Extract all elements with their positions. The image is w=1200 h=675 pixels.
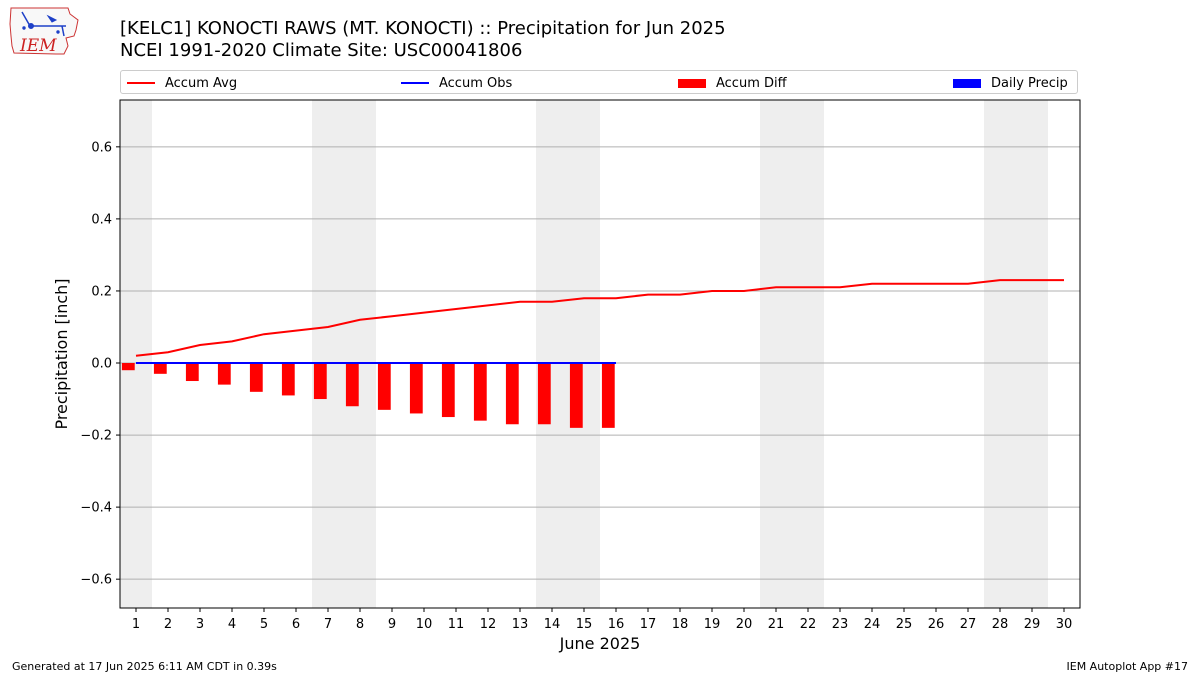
weekend-shade-day-15	[568, 100, 600, 608]
accum-avg-line	[135, 279, 1064, 357]
legend-swatch-accum-avg	[127, 82, 155, 84]
app-credit: IEM Autoplot App #17	[1066, 660, 1189, 673]
weekend-shade-day-21	[760, 100, 792, 608]
legend-swatch-daily-precip	[953, 78, 981, 88]
accum-diff-bar	[249, 363, 263, 392]
weekend-shade-day-8	[344, 100, 376, 608]
x-tick-label: 18	[672, 617, 689, 632]
accum-diff-bar	[281, 363, 295, 396]
legend-label-accum-diff: Accum Diff	[716, 75, 787, 91]
x-axis-label: June 2025	[559, 634, 641, 653]
x-tick-label: 11	[448, 617, 465, 632]
accum-diff-bar	[409, 363, 423, 414]
weekend-shade-day-14	[536, 100, 568, 608]
series-lines	[135, 279, 1064, 364]
x-tick-label: 19	[704, 617, 721, 632]
legend-item-daily-precip: Daily Precip	[953, 71, 1068, 95]
weather-station-icon	[21, 11, 66, 37]
accum-diff-bar	[377, 363, 391, 410]
y-tick-label: 0.4	[91, 212, 112, 227]
legend-label-accum-avg: Accum Avg	[165, 75, 238, 91]
y-axis-label: Precipitation [inch]	[52, 278, 71, 429]
weekend-shade-day-28	[984, 100, 1016, 608]
accum-diff-bar	[153, 363, 167, 374]
x-tick-label: 29	[1024, 617, 1041, 632]
x-tick-label: 21	[768, 617, 785, 632]
iem-logo: IEM	[9, 7, 79, 56]
accum-diff-bar	[217, 363, 231, 385]
weekend-shading	[120, 100, 1048, 608]
accum-diff-bar	[537, 363, 551, 425]
accum-diff-bars	[121, 363, 615, 428]
plot-frame	[119, 99, 1081, 609]
accum-diff-bar	[121, 363, 135, 371]
legend-item-accum-avg: Accum Avg	[127, 71, 237, 95]
x-tick-label: 10	[416, 617, 433, 632]
weekend-shade-day-7	[312, 100, 344, 608]
legend-swatch-accum-diff	[678, 78, 706, 88]
y-tick-label: −0.4	[80, 501, 112, 516]
legend-swatch-accum-obs	[401, 82, 429, 84]
accum-diff-bar	[345, 363, 359, 407]
x-tick-label: 27	[960, 617, 977, 632]
chart-legend: Accum Avg Accum Obs Accum Diff Daily Pre…	[120, 70, 1078, 94]
chart-title: [KELC1] KONOCTI RAWS (MT. KONOCTI) :: Pr…	[120, 18, 726, 39]
accum-diff-bar	[601, 363, 615, 428]
x-tick-label: 25	[896, 617, 913, 632]
legend-label-accum-obs: Accum Obs	[439, 75, 513, 91]
accum-diff-bar	[505, 363, 519, 425]
accum-diff-bar	[569, 363, 583, 428]
x-tick-label: 7	[324, 617, 332, 632]
x-tick-label: 17	[640, 617, 657, 632]
x-tick-label: 28	[992, 617, 1009, 632]
y-tick-label: −0.6	[80, 573, 112, 588]
x-tick-label: 12	[480, 617, 497, 632]
x-tick-label: 26	[928, 617, 945, 632]
accum-diff-bar	[313, 363, 327, 400]
x-tick-label: 20	[736, 617, 753, 632]
x-tick-label: 30	[1056, 617, 1073, 632]
x-tick-label: 4	[228, 617, 236, 632]
legend-item-accum-obs: Accum Obs	[401, 71, 512, 95]
chart-subtitle: NCEI 1991-2020 Climate Site: USC00041806	[120, 40, 523, 61]
x-tick-label: 1	[132, 617, 140, 632]
accum-diff-bar	[473, 363, 487, 421]
x-tick-label: 9	[388, 617, 396, 632]
x-tick-label: 15	[576, 617, 593, 632]
weekend-shade-day-22	[792, 100, 824, 608]
x-tick-label: 13	[512, 617, 529, 632]
x-tick-label: 5	[260, 617, 268, 632]
weekend-shade-day-29	[1016, 100, 1048, 608]
y-tick-label: −0.2	[80, 429, 112, 444]
x-tick-label: 23	[832, 617, 849, 632]
legend-label-daily-precip: Daily Precip	[991, 75, 1068, 91]
y-tick-label: 0.0	[91, 357, 112, 372]
x-axis-ticks: 1 2 3 4 5 6 7 8 9 10 11 12 13 14 15 16 17 18 19 20 21 22 23 24 2…	[132, 608, 1072, 632]
x-tick-label: 8	[356, 617, 364, 632]
iem-logo-text: IEM	[19, 36, 57, 56]
accum-diff-bar	[185, 363, 199, 382]
x-tick-label: 16	[608, 617, 625, 632]
accum-diff-bar	[441, 363, 455, 418]
x-tick-label: 14	[544, 617, 561, 632]
x-tick-label: 3	[196, 617, 204, 632]
x-tick-label: 24	[864, 617, 881, 632]
generated-timestamp: Generated at 17 Jun 2025 6:11 AM CDT in …	[12, 660, 277, 673]
x-tick-label: 6	[292, 617, 300, 632]
y-axis-ticks: −0.6 −0.4 −0.2 0.0 0.2 0.4 0.6	[80, 140, 120, 588]
x-tick-label: 2	[164, 617, 172, 632]
x-tick-label: 22	[800, 617, 817, 632]
legend-item-accum-diff: Accum Diff	[678, 71, 787, 95]
y-tick-label: 0.6	[91, 140, 112, 155]
y-tick-label: 0.2	[91, 284, 112, 299]
